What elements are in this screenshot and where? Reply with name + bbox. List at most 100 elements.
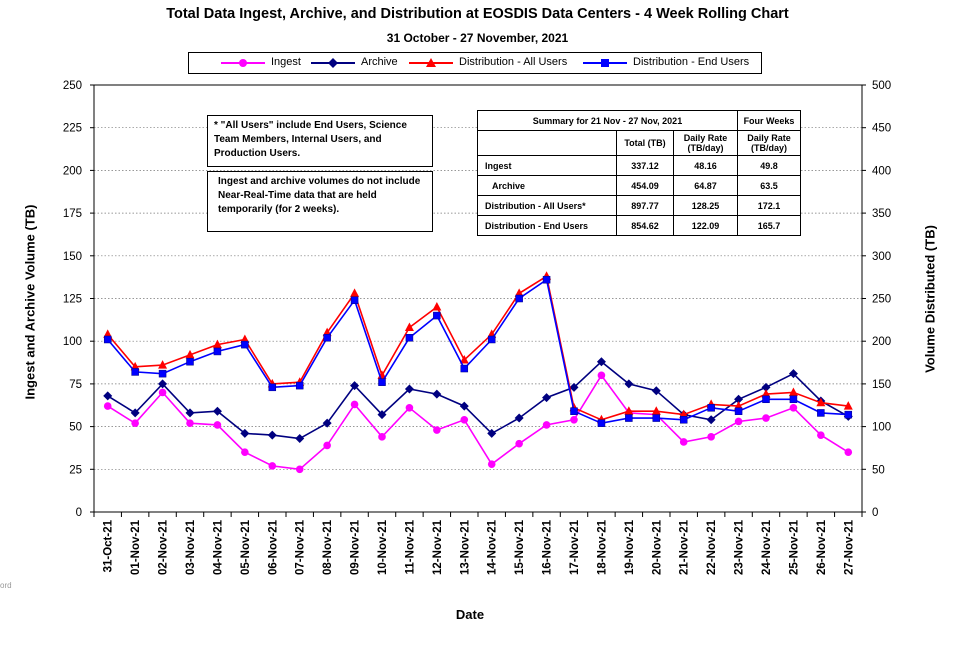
series-line [107, 275, 849, 421]
data-point [487, 460, 496, 468]
legend-marker-triangle [409, 58, 453, 67]
x-tick-label: 09-Nov-21 [350, 519, 362, 575]
summary-col-total: Total (TB) [616, 130, 674, 156]
side-fragment-text: ord [0, 581, 12, 590]
summary-table: Summary for 21 Nov - 27 Nov, 2021 Four W… [477, 110, 801, 236]
x-tick-label: 16-Nov-21 [542, 519, 554, 575]
y-axis-label-right: Volume Distributed (TB) [922, 225, 938, 373]
data-point [158, 369, 167, 378]
y-tick-label-left: 175 [63, 208, 82, 220]
x-tick-label: 18-Nov-21 [596, 519, 608, 575]
summary-four-weeks-header: Four Weeks [737, 110, 801, 131]
summary-total: 337.12 [616, 155, 674, 176]
data-point [652, 414, 661, 422]
data-point [542, 275, 551, 284]
summary-col-daily: Daily Rate (TB/day) [673, 130, 738, 156]
summary-four: 172.1 [737, 195, 801, 216]
data-point [158, 388, 167, 397]
data-point [569, 382, 579, 392]
data-point [405, 334, 414, 342]
data-point [734, 407, 743, 415]
data-point [843, 401, 853, 410]
data-point [706, 415, 716, 425]
summary-four: 49.8 [737, 155, 801, 176]
y-tick-label-right: 50 [872, 464, 885, 476]
x-tick-label: 21-Nov-21 [679, 519, 691, 575]
summary-row: Ingest 337.12 48.16 49.8 [477, 155, 801, 176]
data-point [378, 378, 386, 386]
data-point [103, 335, 112, 344]
x-axis-label: Date [455, 607, 485, 622]
data-point [679, 416, 688, 424]
data-point [103, 402, 112, 410]
summary-col-four-daily: Daily Rate (TB/day) [737, 130, 801, 156]
x-tick-label: 26-Nov-21 [816, 519, 828, 575]
data-point [350, 381, 360, 391]
y-tick-label-left: 225 [63, 123, 82, 135]
data-point [459, 401, 469, 411]
note-all-users: * "All Users" include End Users, Science… [207, 115, 433, 167]
legend-marker-circle [221, 59, 265, 67]
data-point [103, 391, 113, 401]
x-tick-label: 05-Nov-21 [240, 519, 252, 575]
y-tick-label-left: 200 [63, 165, 82, 177]
data-point [432, 302, 442, 311]
summary-total: 454.09 [616, 175, 674, 196]
data-point [186, 419, 194, 427]
data-point [212, 406, 222, 416]
summary-row-label: Distribution - End Users [477, 215, 617, 236]
legend-marker-diamond [311, 58, 355, 68]
data-point [817, 409, 825, 417]
summary-total: 897.77 [616, 195, 674, 216]
summary-header: Summary for 21 Nov - 27 Nov, 2021 [477, 110, 738, 131]
x-tick-label: 12-Nov-21 [432, 519, 444, 575]
data-point [789, 395, 798, 404]
y-tick-label-left: 0 [76, 507, 82, 519]
data-point [240, 428, 250, 438]
data-point [761, 382, 771, 392]
summary-daily: 64.87 [673, 175, 738, 196]
data-point [350, 296, 359, 304]
data-point [788, 387, 798, 396]
data-point [487, 428, 497, 438]
y-tick-label-left: 25 [69, 464, 82, 476]
y-tick-label-right: 100 [872, 422, 891, 434]
x-tick-label: 25-Nov-21 [788, 519, 800, 575]
data-point [597, 371, 606, 380]
summary-daily: 122.09 [673, 215, 738, 236]
data-point [625, 414, 633, 422]
legend: Ingest Archive Distribution - All Users … [188, 52, 762, 74]
data-point [433, 311, 441, 320]
y-tick-label-left: 75 [69, 379, 82, 391]
y-tick-label-left: 250 [63, 80, 82, 92]
legend-label-ingest: Ingest [271, 56, 301, 68]
data-point [130, 408, 140, 418]
data-point [707, 433, 715, 441]
data-point [596, 357, 606, 367]
y-tick-label-right: 400 [872, 165, 891, 177]
data-point [597, 419, 606, 427]
summary-daily: 128.25 [673, 195, 738, 216]
y-tick-label-left: 50 [69, 422, 82, 434]
data-point [459, 354, 469, 364]
data-point [295, 381, 304, 390]
summary-row-label: Distribution - All Users* [477, 195, 617, 216]
data-point [241, 340, 249, 349]
data-point [734, 417, 743, 426]
legend-label-distribution-all: Distribution - All Users [459, 56, 568, 68]
data-point [378, 433, 386, 441]
data-point [515, 294, 523, 303]
x-tick-label: 04-Nov-21 [212, 519, 224, 575]
data-point [241, 448, 249, 457]
data-point [268, 383, 277, 392]
x-tick-label: 17-Nov-21 [569, 519, 581, 575]
data-point [542, 421, 551, 429]
y-tick-label-right: 300 [872, 251, 891, 263]
data-point [789, 404, 798, 412]
data-point [679, 438, 688, 446]
data-point [707, 404, 715, 412]
data-point [213, 347, 222, 356]
data-point [322, 418, 332, 428]
note-near-real-time: Ingest and archive volumes do not includ… [207, 171, 433, 232]
